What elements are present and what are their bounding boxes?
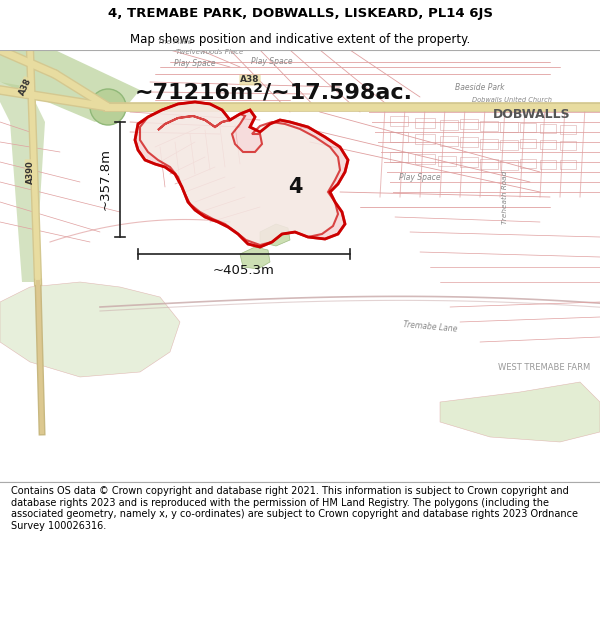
Bar bbox=[440, 120, 458, 130]
Text: A38: A38 bbox=[240, 76, 260, 84]
Text: Map shows position and indicative extent of the property.: Map shows position and indicative extent… bbox=[130, 32, 470, 46]
Polygon shape bbox=[140, 102, 340, 245]
Bar bbox=[460, 137, 478, 147]
Text: WEST TREMABE FARM: WEST TREMABE FARM bbox=[498, 362, 590, 371]
Bar bbox=[480, 139, 498, 149]
Text: Treheath Road: Treheath Road bbox=[502, 171, 508, 224]
Bar bbox=[500, 160, 518, 170]
Bar bbox=[480, 121, 498, 131]
Text: ~405.3m: ~405.3m bbox=[213, 264, 275, 277]
Text: A390: A390 bbox=[25, 160, 35, 184]
Text: ~71216m²/~17.598ac.: ~71216m²/~17.598ac. bbox=[135, 82, 413, 102]
Text: Twelvewoods Place: Twelvewoods Place bbox=[176, 49, 244, 55]
Text: DOBWALLS: DOBWALLS bbox=[493, 107, 571, 121]
Bar bbox=[440, 136, 458, 146]
Text: 4: 4 bbox=[288, 177, 302, 197]
Bar bbox=[560, 125, 576, 134]
Text: Play Space: Play Space bbox=[251, 58, 293, 66]
Bar bbox=[460, 119, 478, 129]
Bar bbox=[438, 156, 456, 166]
Text: 4, TREMABE PARK, DOBWALLS, LISKEARD, PL14 6JS: 4, TREMABE PARK, DOBWALLS, LISKEARD, PL1… bbox=[107, 8, 493, 21]
Polygon shape bbox=[260, 224, 290, 246]
Bar bbox=[520, 139, 536, 148]
Bar bbox=[415, 154, 435, 164]
Bar bbox=[540, 124, 556, 133]
Circle shape bbox=[90, 89, 126, 125]
Bar bbox=[540, 160, 556, 169]
Text: Dobwalls United Church: Dobwalls United Church bbox=[472, 97, 552, 103]
Bar bbox=[520, 159, 536, 168]
Bar bbox=[540, 140, 556, 149]
Text: ~357.8m: ~357.8m bbox=[99, 149, 112, 211]
Bar bbox=[390, 132, 408, 142]
Bar bbox=[480, 159, 498, 169]
Bar bbox=[520, 123, 536, 132]
Bar bbox=[500, 140, 518, 150]
Polygon shape bbox=[0, 82, 45, 282]
Polygon shape bbox=[440, 382, 600, 442]
Bar bbox=[415, 134, 435, 144]
Text: Play Space: Play Space bbox=[399, 173, 441, 181]
Text: Baeside Park: Baeside Park bbox=[455, 82, 505, 91]
Bar bbox=[560, 160, 576, 169]
Text: A38: A38 bbox=[17, 77, 33, 97]
Text: Play Space: Play Space bbox=[174, 59, 216, 69]
Polygon shape bbox=[135, 102, 348, 247]
Polygon shape bbox=[0, 50, 140, 122]
Polygon shape bbox=[240, 247, 270, 269]
Bar bbox=[390, 116, 408, 126]
Bar bbox=[460, 157, 478, 167]
Bar bbox=[415, 118, 435, 128]
Bar bbox=[390, 152, 408, 162]
Text: Contains OS data © Crown copyright and database right 2021. This information is : Contains OS data © Crown copyright and d… bbox=[11, 486, 578, 531]
Text: Tremabe Lane: Tremabe Lane bbox=[403, 320, 457, 334]
Bar bbox=[500, 122, 518, 132]
Polygon shape bbox=[0, 282, 180, 377]
Text: The Place: The Place bbox=[158, 39, 192, 45]
Bar bbox=[560, 141, 576, 150]
